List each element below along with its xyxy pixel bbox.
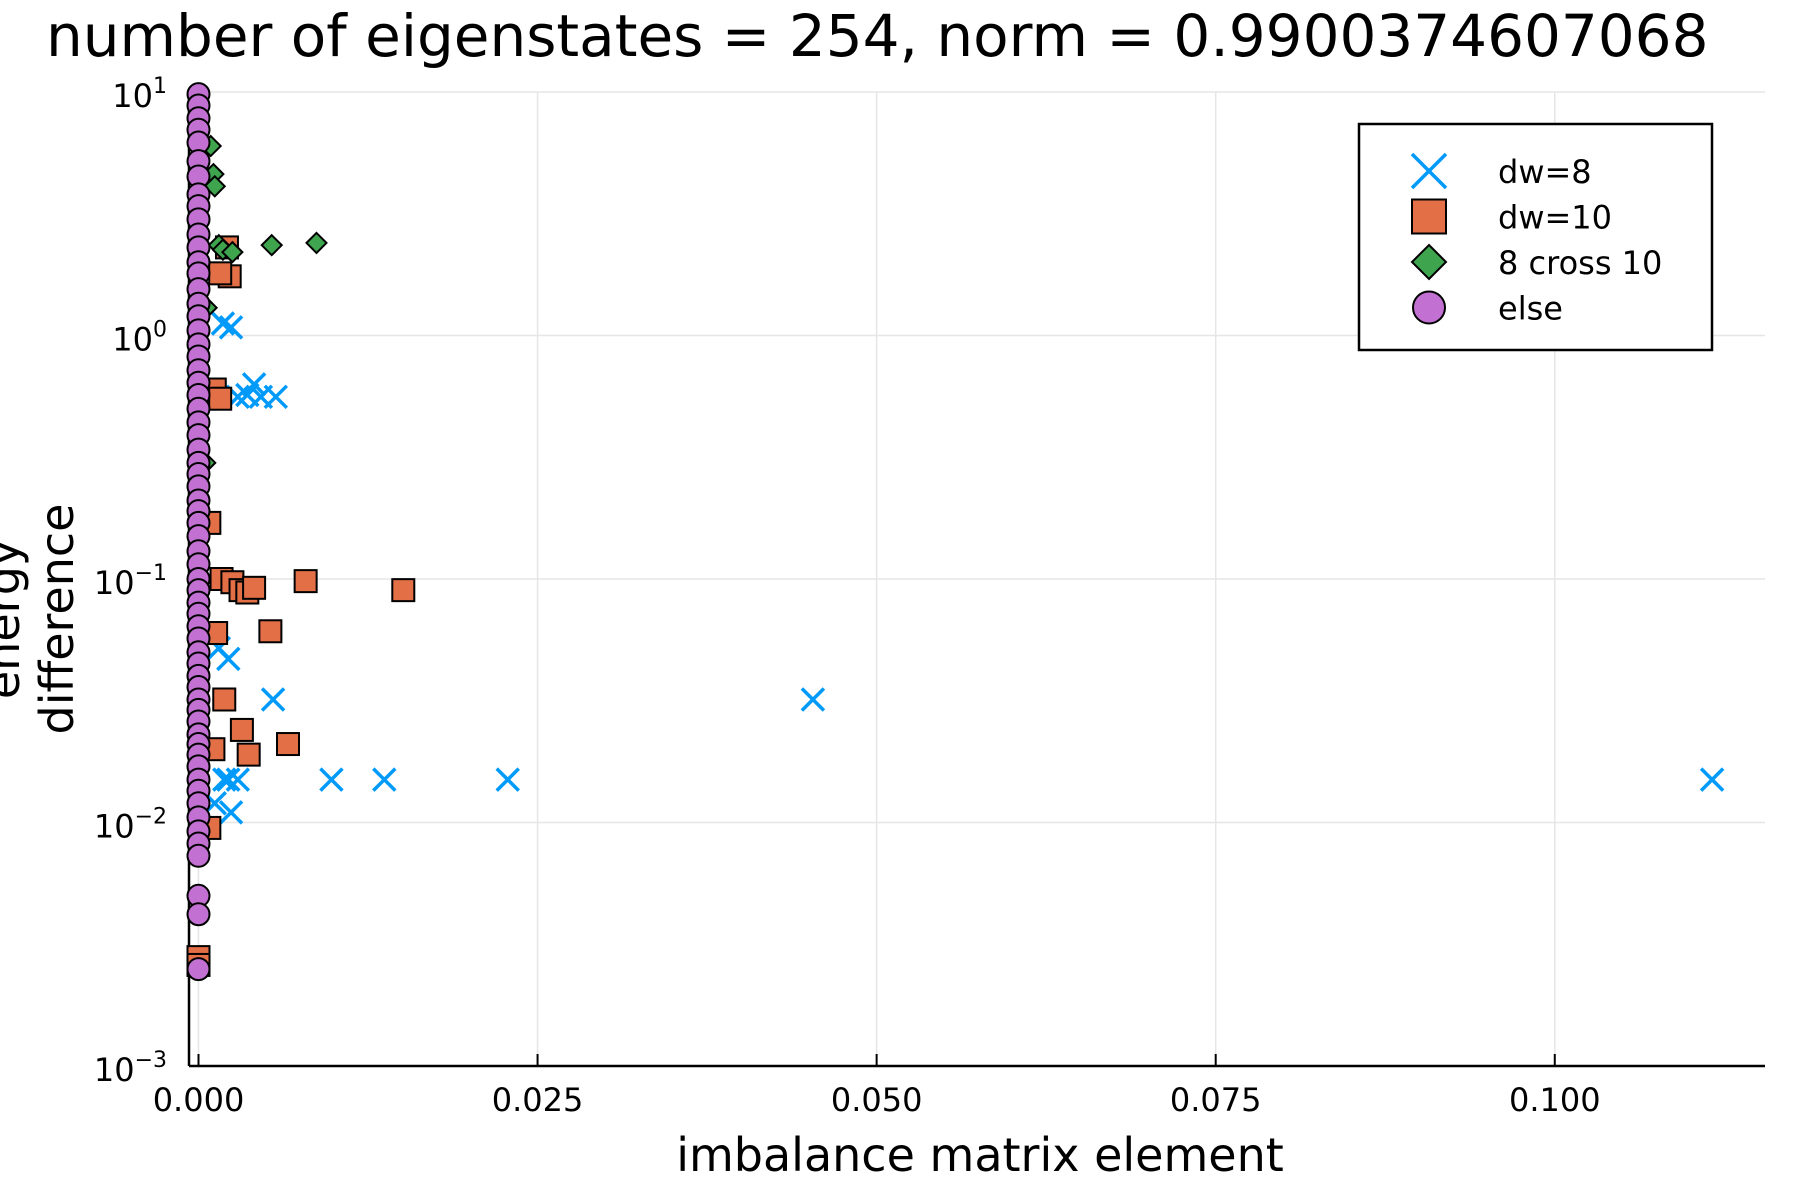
x-stroke — [225, 767, 251, 792]
x-stroke — [260, 687, 286, 712]
data-point — [236, 742, 261, 767]
data-point — [208, 261, 233, 286]
x-stroke — [218, 800, 244, 825]
y-tick-label: 10−2 — [94, 805, 167, 846]
data-points — [186, 82, 1725, 982]
x-tick-label: 0.000 — [153, 1081, 245, 1119]
y-tick-label: 10−1 — [94, 561, 167, 602]
data-point — [372, 767, 397, 792]
data-point — [1699, 767, 1725, 792]
data-point — [800, 687, 826, 712]
data-point — [241, 372, 267, 397]
series-else — [186, 82, 211, 982]
legend-marker — [1410, 243, 1448, 281]
legend-label: dw=8 — [1498, 153, 1592, 191]
series-dw-10 — [186, 235, 416, 977]
x-tick-label: 0.075 — [1170, 1081, 1262, 1119]
x-stroke — [218, 315, 244, 340]
data-point — [260, 687, 286, 712]
x-stroke — [319, 767, 344, 792]
legend-marker — [1412, 290, 1446, 325]
data-point — [216, 767, 241, 792]
legend-label: 8 cross 10 — [1498, 244, 1662, 282]
data-point — [220, 240, 244, 264]
x-stroke — [235, 382, 260, 408]
data-point — [260, 233, 284, 257]
y-tick-label: 10−3 — [94, 1048, 167, 1089]
legend: dw=8 dw=10 8 cross 10 else — [1357, 122, 1714, 352]
data-point — [242, 575, 267, 600]
data-point — [495, 767, 520, 792]
x-stroke — [216, 767, 241, 792]
data-point — [212, 687, 237, 712]
legend-label: else — [1498, 290, 1563, 328]
y-tick-label: 100 — [112, 318, 167, 359]
x-stroke — [1699, 767, 1725, 792]
series-dw-8 — [202, 311, 1725, 825]
legend-label: dw=10 — [1498, 199, 1612, 237]
x-tick-label: 0.100 — [1509, 1081, 1601, 1119]
series-8-cross-10 — [193, 134, 328, 475]
data-point — [391, 578, 416, 603]
data-point — [186, 902, 211, 927]
data-point — [276, 732, 301, 757]
data-point — [293, 569, 318, 594]
data-point — [208, 386, 233, 411]
data-point — [218, 315, 244, 340]
data-point — [186, 957, 211, 982]
data-point — [229, 717, 254, 742]
x-stroke — [210, 311, 236, 336]
legend-marker — [1410, 152, 1448, 190]
x-stroke — [263, 384, 289, 410]
y-tick-label: 101 — [112, 74, 167, 115]
data-point — [186, 843, 211, 868]
x-stroke — [241, 372, 267, 397]
x-tick-label: 0.025 — [492, 1081, 584, 1119]
x-tick-label: 0.050 — [831, 1081, 923, 1119]
data-point — [225, 767, 251, 792]
data-point — [258, 619, 283, 644]
data-point — [210, 311, 236, 336]
tick-labels: 0.000 0.025 0.050 0.075 0.100 101 100 10−1 10−2 1… — [94, 74, 1601, 1119]
data-point — [305, 231, 328, 255]
x-stroke — [1410, 152, 1448, 190]
x-axis-label: imbalance matrix element — [676, 1128, 1284, 1182]
data-point — [218, 800, 244, 825]
chart-title: number of eigenstates = 254, norm = 0.99… — [46, 2, 1709, 70]
x-stroke — [372, 767, 397, 792]
data-point — [319, 767, 344, 792]
legend-marker — [1411, 198, 1447, 235]
y-axis-label: energy difference — [0, 503, 84, 735]
data-point — [263, 384, 289, 410]
x-stroke — [495, 767, 520, 792]
x-stroke — [800, 687, 826, 712]
